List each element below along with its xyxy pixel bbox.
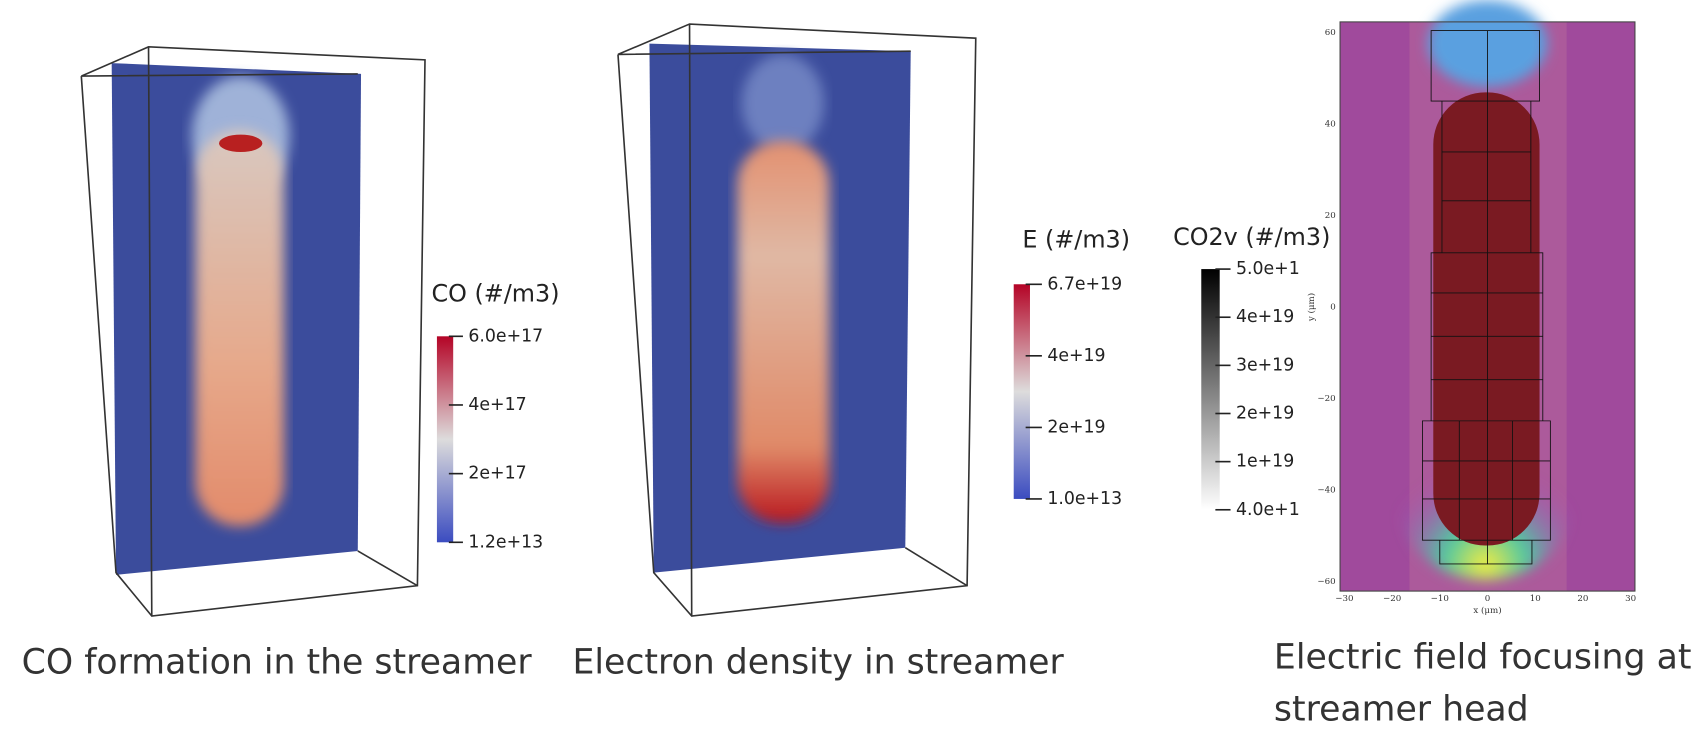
- y-tick-label: −40: [1317, 485, 1335, 495]
- panel-field: [1339, 0, 1636, 592]
- streamer: [195, 130, 285, 527]
- colorbar-title: E (#/m3): [1022, 225, 1130, 253]
- streamer-head: [219, 134, 263, 152]
- colorbar-tick-label: 4.0e+1: [1236, 500, 1300, 520]
- panel-co: [80, 46, 426, 617]
- colorbar: [1201, 269, 1220, 510]
- caption: Electron density in streamer: [572, 643, 1064, 683]
- colorbar-tick-label: 1.0e+13: [1047, 489, 1122, 509]
- colorbar-tick-label: 4e+19: [1236, 307, 1294, 327]
- x-axis-label: x (μm): [1473, 605, 1501, 616]
- colorbar-title: CO2v (#/m3): [1173, 223, 1330, 251]
- colorbar-tick-label: 4e+19: [1047, 346, 1105, 366]
- x-tick-label: −30: [1335, 594, 1353, 604]
- y-tick-label: −20: [1317, 394, 1335, 404]
- caption: streamer head: [1274, 689, 1529, 729]
- colorbar: [1013, 284, 1030, 499]
- colorbar-tick-label: 4e+17: [468, 395, 526, 415]
- x-tick-label: 0: [1485, 594, 1491, 604]
- colorbar-tick-label: 1e+19: [1236, 452, 1294, 472]
- streamer: [737, 141, 830, 523]
- plot-frame: [1339, 21, 1636, 592]
- colorbar-tick-label: 2e+19: [1236, 404, 1294, 424]
- caption: Electric field focusing at: [1274, 637, 1692, 677]
- x-tick-label: −20: [1383, 594, 1401, 604]
- panel-electron: [617, 23, 977, 617]
- colorbar-tick-label: 6.0e+17: [468, 326, 543, 346]
- colorbar-tick-label: 2e+19: [1047, 417, 1105, 437]
- colorbar-tick-label: 1.2e+13: [468, 532, 543, 552]
- x-tick-label: 30: [1625, 594, 1636, 604]
- caption: CO formation in the streamer: [22, 643, 533, 683]
- colorbar: [436, 336, 454, 543]
- colorbar-title: CO (#/m3): [432, 280, 560, 308]
- x-tick-label: −10: [1431, 594, 1449, 604]
- streamer: [1433, 92, 1540, 546]
- colorbar-tick-label: 6.7e+19: [1047, 274, 1122, 294]
- colorbar-tick-label: 2e+17: [468, 464, 526, 484]
- mesh-grid: [1422, 30, 1551, 565]
- head-glow: [741, 54, 824, 152]
- x-tick-label: 10: [1530, 594, 1541, 604]
- y-tick-label: 40: [1325, 120, 1336, 130]
- y-tick-label: −60: [1317, 577, 1335, 587]
- bounding-box: [80, 46, 426, 617]
- bounding-box: [617, 23, 977, 617]
- y-tick-label: 60: [1325, 28, 1336, 38]
- y-tick-label: 20: [1325, 211, 1336, 221]
- colorbar-tick-label: 3e+19: [1236, 355, 1294, 375]
- x-tick-label: 20: [1577, 594, 1588, 604]
- colorbar-tick-label: 5.0e+1: [1236, 259, 1300, 279]
- y-tick-label: 0: [1330, 303, 1336, 313]
- y-axis-label: y (μm): [1306, 293, 1317, 322]
